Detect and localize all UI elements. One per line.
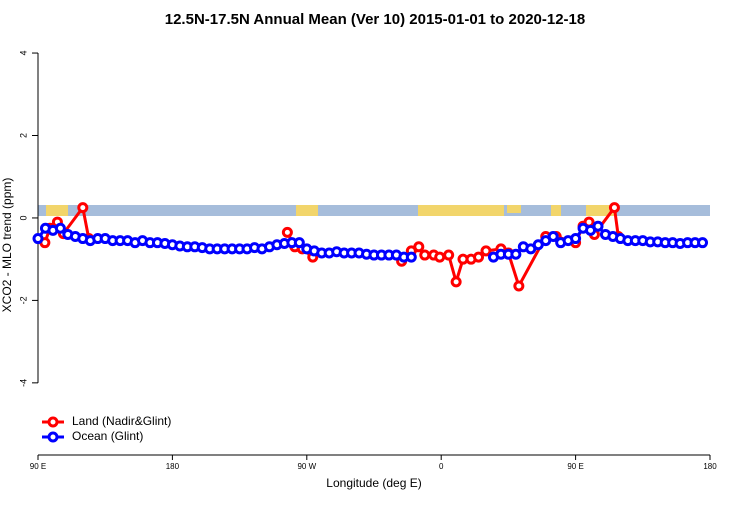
legend-marker bbox=[47, 416, 59, 428]
data-point bbox=[293, 237, 305, 249]
y-tick-label: -2 bbox=[18, 296, 28, 304]
data-point bbox=[480, 245, 492, 257]
data-point bbox=[32, 233, 44, 245]
land-patch bbox=[551, 205, 561, 216]
chart-title: 12.5N-17.5N Annual Mean (Ver 10) 2015-01… bbox=[165, 11, 585, 28]
land-ocean-map bbox=[38, 205, 710, 216]
data-point bbox=[281, 226, 293, 238]
ocean-strip bbox=[38, 205, 710, 216]
data-point bbox=[547, 231, 559, 242]
land-patch bbox=[507, 205, 521, 213]
data-point bbox=[697, 237, 709, 249]
x-tick-label: 90 E bbox=[567, 462, 583, 471]
legend-label: Ocean (Glint) bbox=[72, 429, 143, 443]
data-point bbox=[513, 280, 525, 292]
x-tick-label: 90 W bbox=[297, 462, 316, 471]
data-point bbox=[510, 248, 522, 260]
data-point bbox=[608, 202, 620, 214]
x-axis-label: Longitude (deg E) bbox=[326, 476, 421, 490]
data-point bbox=[443, 249, 455, 261]
land-patch bbox=[46, 205, 68, 216]
x-tick-label: 180 bbox=[166, 462, 180, 471]
data-point bbox=[413, 241, 425, 253]
data-point bbox=[570, 233, 582, 245]
x-tick-label: 180 bbox=[703, 462, 717, 471]
data-point bbox=[77, 202, 89, 214]
land-patch bbox=[586, 205, 616, 216]
legend-label: Land (Nadir&Glint) bbox=[72, 414, 171, 428]
data-point bbox=[405, 251, 417, 263]
data-point bbox=[419, 249, 431, 261]
y-tick-label: -4 bbox=[18, 379, 28, 387]
y-tick-label: 4 bbox=[18, 51, 28, 56]
y-tick-label: 2 bbox=[18, 133, 28, 138]
land-patch bbox=[418, 205, 504, 216]
legend-marker bbox=[47, 431, 59, 443]
data-point bbox=[473, 251, 485, 263]
x-tick-label: 0 bbox=[439, 462, 444, 471]
y-tick-label: 0 bbox=[18, 215, 28, 220]
land-patch bbox=[296, 205, 318, 216]
data-point bbox=[54, 222, 66, 234]
x-tick-label: 90 E bbox=[30, 462, 46, 471]
data-point bbox=[450, 276, 462, 288]
y-axis-label: XCO2 - MLO trend (ppm) bbox=[0, 178, 14, 313]
data-point bbox=[592, 220, 604, 232]
data-point bbox=[434, 251, 446, 263]
